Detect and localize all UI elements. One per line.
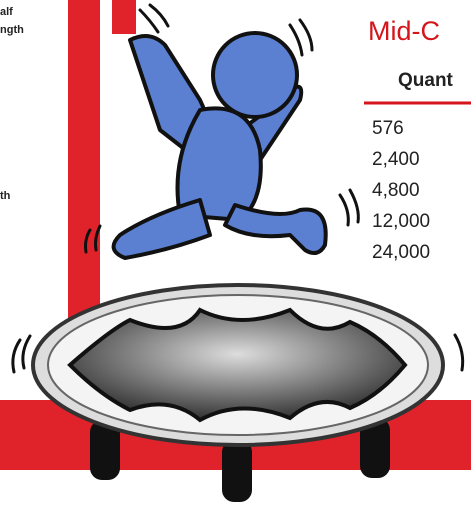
table-cell: 24,000 [372,242,430,264]
table-cell: 576 [372,118,404,140]
red-bar-top [112,0,136,34]
table-header: Quant [398,70,453,92]
table-cell: 2,400 [372,149,420,171]
section-title: Mid-C [368,16,440,47]
page: {"left_notes": ["alf", "ngth", "th"], "s… [0,0,471,509]
left-note: ngth [0,24,24,36]
trampoline-mat [70,310,405,420]
jumping-figure [114,33,326,258]
table-cell: 12,000 [372,211,430,233]
left-note: alf [0,6,13,18]
left-note: th [0,190,10,202]
table-cell: 4,800 [372,180,420,202]
